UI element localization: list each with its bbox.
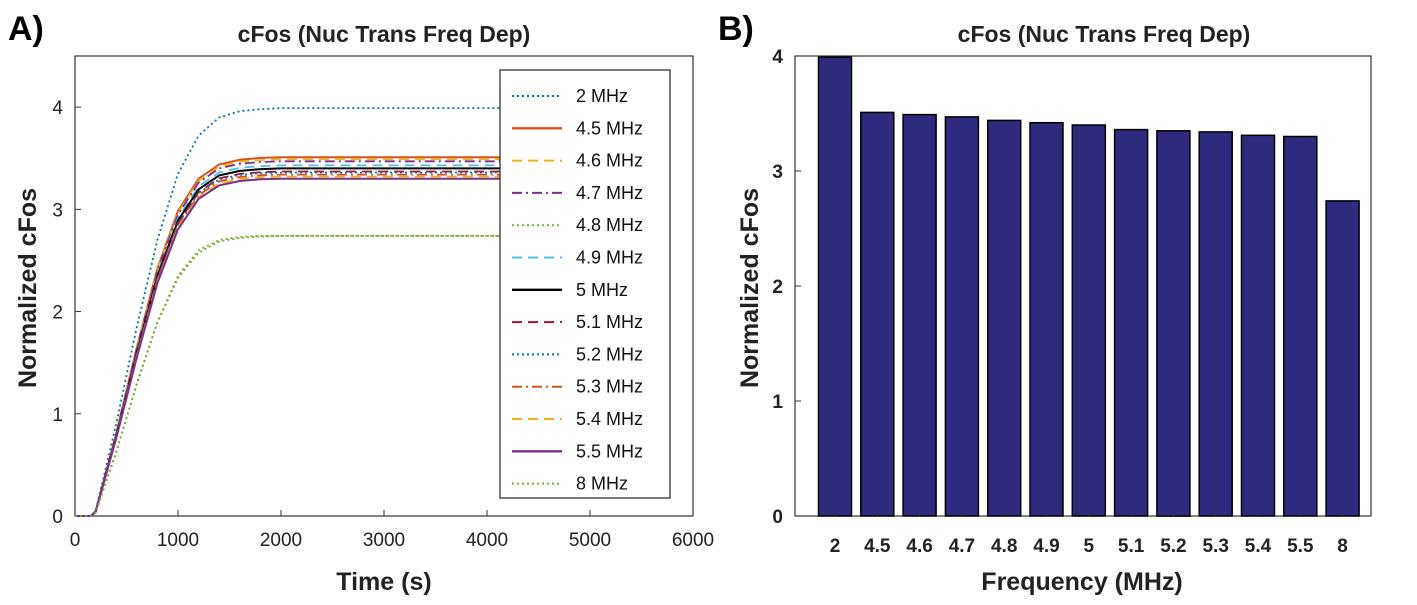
panel-b-y-tick-label: 3 xyxy=(772,162,783,183)
panel-b-x-tick-label: 5.5 xyxy=(1287,536,1314,557)
bar-5-5 xyxy=(1283,135,1318,517)
panel-b-x-tick-label: 2 xyxy=(830,536,841,557)
panel-a-y-axis-label: Normalized cFos xyxy=(14,188,42,388)
bar-2 xyxy=(817,56,853,517)
panel-b-y-tick-label: 4 xyxy=(772,47,783,68)
legend-entry-label: 5.3 MHz xyxy=(576,377,643,397)
legend-entry-label: 4.5 MHz xyxy=(576,118,643,138)
legend-entry-label: 5.5 MHz xyxy=(576,441,643,461)
panel-a-y-tick-label: 0 xyxy=(52,507,63,528)
panel-b-x-tick-label: 4.5 xyxy=(864,536,891,557)
bar-4-6 xyxy=(902,113,937,517)
legend-entry-label: 2 MHz xyxy=(576,86,628,106)
panel-b-x-tick-label: 4.8 xyxy=(991,536,1017,557)
panel-b-x-tick-label: 5.2 xyxy=(1160,536,1186,557)
panel-b-x-tick-label: 4.7 xyxy=(949,536,975,557)
bar-4-5 xyxy=(860,111,895,517)
panel-b-x-tick-label: 8 xyxy=(1337,536,1348,557)
panel-a-y-tick-label: 3 xyxy=(52,200,63,221)
panel-a-x-tick-label: 2000 xyxy=(260,530,302,551)
panel-b-y-axis-label: Normalized cFos xyxy=(736,188,764,388)
panel-b-ticks: 2 4.5 4.6 4.7 4.8 4.9 5 5.1 5.2 5.3 5.4 5.5 8 0 1 2 3 4 xyxy=(772,47,1347,557)
series-line-2-mhz xyxy=(75,107,508,517)
bar-8 xyxy=(1325,200,1360,517)
series-line-4-6-mhz xyxy=(75,158,508,517)
panel-a-x-tick-label: 5000 xyxy=(569,530,611,551)
panel-a-line-chart: A) cFos (Nuc Trans Freq Dep) Time (s) No… xyxy=(8,10,714,596)
legend-entry-label: 5.1 MHz xyxy=(576,312,643,332)
panel-b-y-tick-label: 2 xyxy=(772,277,783,298)
panel-b-x-tick-label: 5.4 xyxy=(1245,536,1272,557)
panel-b-x-tick-label: 5 xyxy=(1084,536,1095,557)
panel-b-y-tick-label: 1 xyxy=(772,392,783,413)
panel-a-x-tick-label: 3000 xyxy=(363,530,405,551)
panel-a-x-axis-label: Time (s) xyxy=(336,568,431,596)
panel-a-x-tick-label: 4000 xyxy=(466,530,508,551)
panel-b-x-tick-label: 4.9 xyxy=(1033,536,1059,557)
panel-a-series-lines xyxy=(75,107,508,517)
bar-4-8 xyxy=(986,119,1022,517)
panel-a-y-tick-label: 2 xyxy=(52,303,63,324)
panel-a-x-tick-label: 6000 xyxy=(672,530,714,551)
panel-b-bar-chart: B) cFos (Nuc Trans Freq Dep) Frequency (… xyxy=(718,10,1372,596)
legend-entry-label: 5.2 MHz xyxy=(576,344,643,364)
series-line-4-9-mhz xyxy=(75,164,508,517)
bar-5-3 xyxy=(1198,131,1233,517)
legend-entry-label: 5.4 MHz xyxy=(576,409,643,429)
bar-5-2 xyxy=(1156,130,1191,517)
panel-b-y-tick-label: 0 xyxy=(772,507,783,528)
bar-4-7 xyxy=(944,116,980,517)
bar-5-1 xyxy=(1113,128,1149,517)
panel-a-x-tick-label: 0 xyxy=(70,530,81,551)
panel-a-y-tick-label: 4 xyxy=(52,98,63,119)
panel-b-x-tick-label: 5.1 xyxy=(1118,536,1145,557)
panel-b-label: B) xyxy=(718,10,754,48)
panel-b-x-tick-label: 5.3 xyxy=(1202,536,1228,557)
series-line-8-mhz xyxy=(75,234,508,517)
bar-4-9 xyxy=(1029,121,1064,517)
legend-entry-label: 4.7 MHz xyxy=(576,183,643,203)
panel-a-title: cFos (Nuc Trans Freq Dep) xyxy=(238,21,531,47)
panel-a-x-tick-label: 1000 xyxy=(157,530,199,551)
panel-b-x-axis-label: Frequency (MHz) xyxy=(981,568,1182,596)
legend-entry-label: 4.6 MHz xyxy=(576,151,643,171)
panel-b-bars xyxy=(817,56,1360,517)
legend-entry-label: 8 MHz xyxy=(576,474,628,494)
legend-entry-label: 4.9 MHz xyxy=(576,248,643,268)
bar-5-4 xyxy=(1240,134,1276,517)
legend-entry-label: 4.8 MHz xyxy=(576,215,643,235)
panel-a-y-tick-label: 1 xyxy=(52,405,63,426)
panel-b-title: cFos (Nuc Trans Freq Dep) xyxy=(958,21,1251,47)
series-line-5-5-mhz xyxy=(75,177,508,517)
panel-b-x-tick-label: 4.6 xyxy=(906,536,932,557)
panel-a-legend: 2 MHz 4.5 MHz 4.6 MHz 4.7 MHz 4.8 MHz 4.9 MHz… xyxy=(499,69,671,499)
panel-a-label: A) xyxy=(8,10,44,48)
panel-a-ticks: 0 1000 2000 3000 4000 5000 6000 0 1 2 3 4 xyxy=(52,98,714,551)
legend-entry-label: 5 MHz xyxy=(576,280,628,300)
bar-5 xyxy=(1071,124,1107,517)
series-line-5-4-mhz xyxy=(75,175,508,517)
legend-box xyxy=(499,69,671,499)
